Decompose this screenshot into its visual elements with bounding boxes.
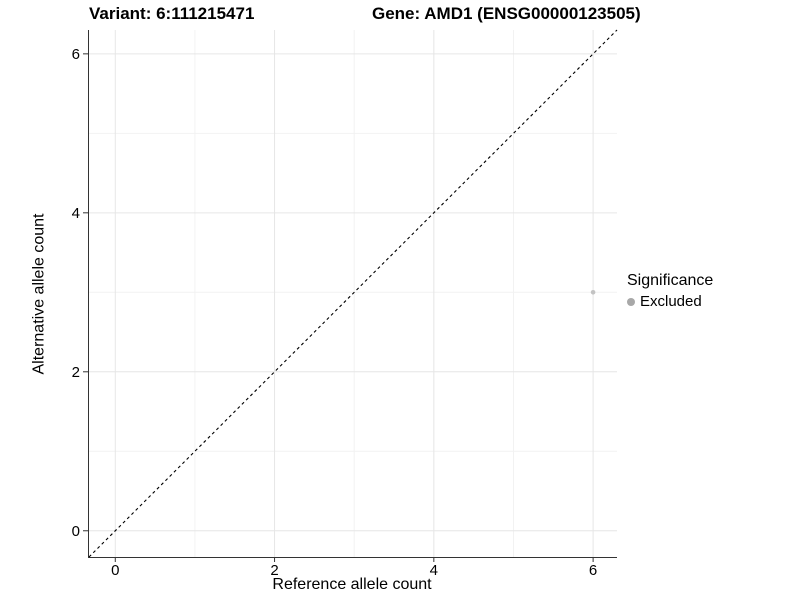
y-tick-label: 2 bbox=[72, 364, 80, 381]
x-axis-title: Reference allele count bbox=[272, 576, 432, 593]
plot-area-svg: 0 2 4 6 0 2 4 6 bbox=[72, 29, 618, 579]
y-axis-title: Alternative allele count bbox=[30, 213, 48, 374]
legend-entry-excluded: Excluded bbox=[627, 293, 713, 310]
legend: Significance Excluded bbox=[627, 272, 713, 310]
x-tick-label: 0 bbox=[111, 562, 119, 579]
plot-title-gene: Gene: AMD1 (ENSG00000123505) bbox=[372, 4, 641, 23]
x-tick-label: 4 bbox=[430, 562, 438, 579]
legend-point-icon bbox=[627, 297, 635, 306]
identity-dashed-line bbox=[88, 29, 618, 558]
plot-title-variant: Variant: 6:111215471 bbox=[89, 4, 255, 23]
legend-title: Significance bbox=[627, 272, 714, 289]
y-tick-label: 0 bbox=[72, 523, 80, 540]
legend-entry-label: Excluded bbox=[640, 293, 702, 310]
y-tick-label: 4 bbox=[72, 205, 80, 222]
x-tick-label: 2 bbox=[270, 562, 278, 579]
x-tick-label: 6 bbox=[589, 562, 597, 579]
y-axis-title-wrap: Alternative allele count bbox=[23, 30, 55, 557]
y-tick-label: 6 bbox=[72, 46, 80, 63]
data-point bbox=[590, 290, 596, 295]
plot-panel: 0 2 4 6 0 2 4 6 bbox=[72, 29, 618, 579]
